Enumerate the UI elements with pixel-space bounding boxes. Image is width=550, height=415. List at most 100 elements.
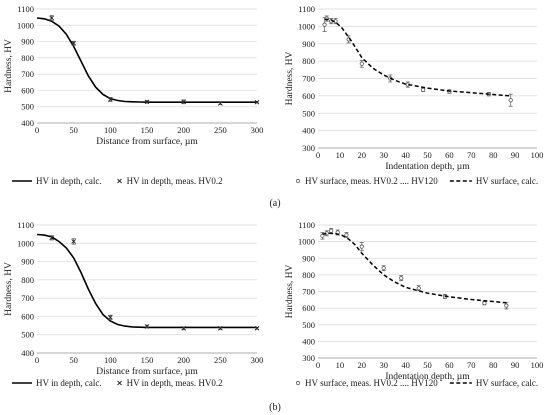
x-tick-label: 10 [336,360,345,370]
x-tick-label: 100 [531,360,544,370]
y-tick-label: 600 [21,85,34,95]
x-tick-label: 50 [69,355,78,365]
x-axis-label: Indentation depth, µm [385,372,470,382]
data-point [71,239,76,244]
y-tick-label: 900 [21,37,34,47]
legend-entry: HV in depth, meas. HV0.2 [127,378,223,388]
y-tick-label: 900 [21,257,34,267]
legend-entry: HV surface, meas. HV0.2 .... HV120 [305,176,438,186]
x-tick-label: 40 [401,150,410,160]
data-point [322,22,327,27]
data-point [49,235,54,241]
y-axis-label: Hardness, HV [285,51,295,105]
series-line [36,17,257,103]
legend-entry: HV surface, calc. [476,378,538,388]
y-tick-label: 700 [302,287,315,297]
y-tick-label: 500 [302,108,315,118]
x-tick-label: 50 [69,125,78,135]
y-tick-label: 700 [21,69,34,79]
x-tick-label: 100 [104,355,117,365]
x-tick-label: 50 [423,150,432,160]
x-tick-label: 100 [531,150,544,160]
legend-entry: HV surface, calc. [476,176,538,186]
legend-entry: HV in depth, calc. [36,378,102,388]
x-tick-label: 20 [358,150,367,160]
y-tick-label: 1100 [298,4,315,14]
x-axis-label: Indentation depth, µm [385,162,470,172]
data-point [181,99,186,105]
y-tick-label: 500 [21,102,34,112]
y-tick-label: 1100 [17,4,34,14]
y-tick-label: 300 [302,143,315,153]
x-tick-label: 0 [35,125,39,135]
x-tick-label: 60 [445,150,454,160]
x-tick-label: 90 [511,360,520,370]
data-point [218,325,223,331]
series-line [324,18,511,97]
legend-symbol [117,380,122,386]
y-tick-label: 400 [21,118,34,128]
x-tick-label: 50 [423,360,432,370]
x-tick-label: 80 [489,360,498,370]
chart-a-right: 300 400 500 600 700 800 900 1000 1100 0 10 20 30 40 50… [285,4,543,186]
x-tick-label: 90 [511,150,520,160]
y-tick-label: 800 [21,53,34,63]
data-point [421,87,426,92]
y-tick-label: 600 [302,91,315,101]
y-tick-label: 400 [21,348,34,358]
y-tick-label: 700 [302,74,315,84]
panel-label-a: (a) [269,198,280,209]
y-tick-label: 600 [302,303,315,313]
data-point [508,98,513,103]
legend-symbol [117,178,122,184]
chart-b-left: 400 500 600 700 800 900 1000 1100 0 50 100 150 200 25… [4,220,263,388]
legend-entry: HV in depth, calc. [36,176,102,186]
y-axis-label: Hardness, HV [4,262,14,316]
x-tick-label: 250 [214,355,227,365]
panel-label-b: (b) [269,402,281,413]
y-axis-label: Hardness, HV [4,39,14,93]
legend-symbol [295,380,301,386]
x-tick-label: 150 [141,355,154,365]
y-tick-label: 300 [302,353,315,363]
data-point [399,276,404,281]
y-tick-label: 1000 [298,21,315,31]
y-tick-label: 400 [302,126,315,136]
y-tick-label: 1000 [17,20,34,30]
data-point [144,324,150,329]
y-tick-label: 800 [302,56,315,66]
x-tick-label: 30 [379,360,388,370]
data-point [108,315,113,320]
data-point [329,228,334,233]
data-point [144,99,150,105]
x-tick-label: 0 [316,360,320,370]
x-tick-label: 300 [251,125,264,135]
data-point [320,233,325,238]
y-tick-label: 900 [302,39,315,49]
x-axis-label: Distance from surface, µm [96,366,198,377]
data-point [181,325,186,331]
y-tick-label: 400 [302,336,315,346]
x-tick-label: 100 [104,125,117,135]
data-point [504,303,509,308]
data-point [416,286,421,291]
x-tick-label: 300 [251,355,264,365]
x-tick-label: 200 [177,125,190,135]
data-point [108,97,113,102]
data-point [359,244,364,249]
data-point [482,301,487,306]
x-tick-label: 250 [214,125,227,135]
data-point [71,40,76,46]
data-point [49,15,54,21]
y-tick-label: 900 [302,253,315,263]
chart-b-right: 300 400 500 600 700 800 900 1000 1100 0 10 20 30 40 50… [285,220,543,388]
legend-entry: HV in depth, meas. HV0.2 [127,176,223,186]
data-point [218,101,223,106]
series-line [322,232,507,304]
data-point [359,61,364,66]
legend-entry: HV surface, meas. HV0.2 .... HV120 [305,378,438,388]
y-tick-label: 800 [302,270,315,280]
data-point [344,232,349,238]
x-tick-label: 70 [467,150,476,160]
